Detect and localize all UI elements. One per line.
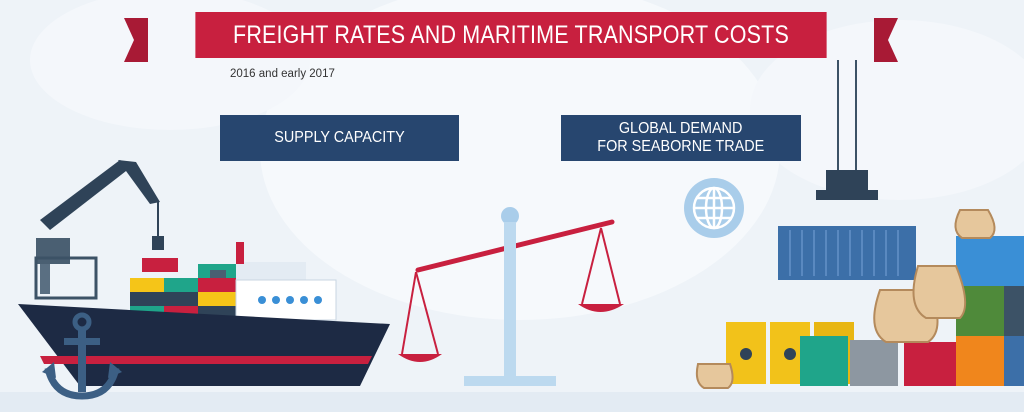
demand-label-line-1: GLOBAL DEMAND bbox=[619, 120, 743, 137]
globe-icon bbox=[684, 178, 744, 238]
page-title-banner: FREIGHT RATES AND MARITIME TRANSPORT COS… bbox=[195, 12, 827, 58]
supply-capacity-label: SUPPLY CAPACITY bbox=[220, 115, 459, 161]
supply-label-text: SUPPLY CAPACITY bbox=[274, 129, 405, 146]
shipping-container-icon bbox=[778, 226, 916, 280]
balance-scale-icon bbox=[398, 207, 624, 386]
cargo-sack-icon bbox=[695, 209, 996, 389]
demand-label-line-2: FOR SEABORNE TRADE bbox=[597, 138, 765, 155]
anchor-icon bbox=[42, 312, 122, 400]
global-demand-label: GLOBAL DEMAND FOR SEABORNE TRADE bbox=[561, 115, 801, 161]
port-cargo-illustration bbox=[695, 60, 1024, 389]
page-title: FREIGHT RATES AND MARITIME TRANSPORT COS… bbox=[233, 20, 789, 49]
date-subtitle: 2016 and early 2017 bbox=[230, 68, 335, 80]
